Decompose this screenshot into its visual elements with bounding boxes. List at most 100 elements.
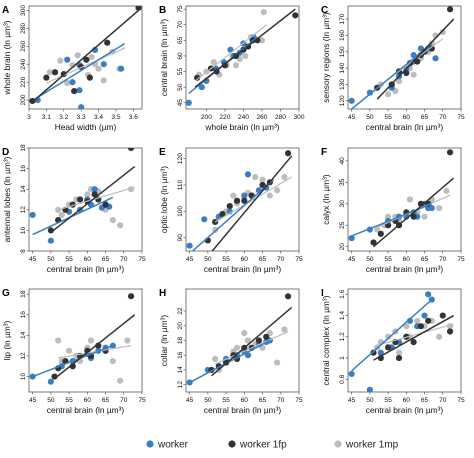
x-tick-label: 200: [201, 114, 212, 121]
x-tick-label: 55: [384, 397, 392, 404]
data-point-worker: [186, 99, 192, 106]
data-point-worker: [366, 386, 373, 392]
data-point-worker: [186, 379, 193, 386]
panel-letter: D: [2, 147, 9, 158]
data-point-worker: [198, 84, 205, 91]
x-tick-label: 45: [348, 397, 356, 404]
data-point-worker: [241, 192, 248, 199]
plot-frame: [28, 288, 143, 393]
panel-letter: H: [159, 288, 166, 299]
legend-label: worker: [157, 440, 189, 451]
data-point-worker-1mp: [274, 359, 281, 366]
panel-d: D 45 50 55 60 65 70 75 8 10 12 14 16 18 central brain …: [2, 144, 146, 274]
data-point-worker: [348, 235, 355, 242]
x-tick-label: 70: [120, 256, 128, 263]
y-axis-label: whole brain (ln µm³): [2, 20, 12, 95]
y-tick-label: 12: [20, 206, 27, 214]
x-tick-label: 50: [366, 397, 374, 404]
plot-frame: [185, 5, 300, 110]
x-tick-label: 65: [102, 256, 110, 263]
data-point-worker: [78, 104, 85, 109]
regression-line-worker-1mp: [46, 47, 125, 84]
y-tick-label: 1.4: [339, 311, 346, 320]
data-point-worker-1mp: [46, 69, 53, 76]
data-point-worker-1mp: [241, 330, 248, 337]
data-point-worker: [348, 370, 355, 378]
y-tick-label: 130: [339, 79, 346, 90]
data-point-worker-1mp: [117, 222, 124, 229]
data-point-worker-1fp: [86, 74, 93, 81]
data-point-worker-1fp: [263, 333, 270, 340]
data-point-worker: [76, 87, 83, 94]
regression-line-worker: [351, 43, 433, 109]
data-point-worker: [64, 56, 71, 63]
y-tick-label: 120: [339, 95, 346, 106]
data-point-worker: [432, 55, 439, 62]
legend-item-worker-1mp: worker 1mp: [334, 440, 399, 451]
plot-frame: [347, 147, 462, 252]
y-tick-label: 25: [339, 221, 346, 229]
data-point-worker-1mp: [395, 349, 403, 356]
data-point-worker-1mp: [88, 53, 95, 61]
data-point-worker-1fp: [71, 87, 78, 95]
legend-label: worker 1mp: [345, 440, 399, 451]
data-point-worker-1fp: [135, 6, 142, 11]
x-tick-label: 50: [204, 397, 212, 404]
data-point-worker-1mp: [260, 9, 267, 16]
data-point-worker-1mp: [230, 192, 237, 199]
data-point-worker-1mp: [212, 226, 219, 233]
data-point-worker-1fp: [377, 230, 384, 237]
legend-item-worker: worker: [146, 440, 189, 451]
x-tick-label: 75: [295, 397, 303, 404]
y-tick-label: 12: [177, 381, 184, 389]
y-tick-label: 10: [20, 226, 27, 234]
x-axis-label: central brain (ln µm³): [47, 405, 125, 415]
y-tick-label: 240: [20, 58, 27, 69]
regression-line-worker-1fp: [211, 155, 293, 251]
x-tick-label: 60: [403, 256, 411, 263]
data-point-worker-1fp: [428, 45, 435, 52]
plot-area: [348, 6, 455, 109]
x-axis-label: central brain (ln µm³): [366, 264, 444, 274]
data-point-worker-1mp: [274, 187, 281, 194]
data-point-worker-1fp: [403, 69, 410, 77]
x-tick-label: 50: [47, 397, 55, 404]
y-tick-label: 75: [177, 5, 184, 13]
regression-line-worker-1mp: [214, 331, 289, 365]
plot-frame: [28, 147, 143, 252]
x-tick-label: 75: [138, 397, 146, 404]
data-point-worker-1fp: [414, 58, 421, 65]
data-point-worker-1fp: [226, 203, 233, 210]
y-tick-label: 0.8: [339, 374, 346, 383]
panel-b: B 200 220 240 260 280 300 45 50 55 60 65 70 75 whole b…: [159, 5, 305, 132]
data-point-worker-1fp: [446, 149, 454, 156]
x-tick-label: 55: [65, 256, 73, 263]
y-tick-label: 40: [339, 157, 346, 165]
data-point-worker-1mp: [259, 176, 266, 183]
x-tick-label: 60: [84, 397, 92, 404]
panel-letter: G: [2, 288, 10, 299]
x-tick-label: 45: [348, 256, 356, 263]
y-tick-label: 1.6: [339, 289, 346, 298]
y-tick-label: 280: [20, 23, 27, 34]
panel-letter: F: [321, 147, 327, 158]
legend-marker: [228, 440, 236, 448]
regression-line-worker-1fp: [373, 314, 455, 361]
data-point-worker-1mp: [266, 192, 273, 199]
x-tick-label: 70: [439, 256, 447, 263]
x-tick-label: 3: [27, 114, 31, 121]
x-tick-label: 45: [348, 114, 356, 121]
y-tick-label: 90: [177, 234, 184, 242]
data-point-worker-1mp: [210, 59, 217, 66]
regression-line-worker-1mp: [377, 323, 454, 346]
data-point-worker-1fp: [76, 196, 84, 203]
regression-line-worker: [189, 339, 271, 384]
data-point-worker-1fp: [284, 150, 292, 157]
legend-label: worker 1fp: [239, 440, 287, 451]
y-tick-label: 65: [177, 36, 184, 44]
regression-line-worker-1fp: [31, 9, 140, 103]
data-point-worker: [366, 89, 373, 96]
data-point-worker-1fp: [384, 344, 392, 351]
regression-line-worker-1mp: [58, 345, 132, 359]
y-tick-label: 45: [177, 99, 184, 107]
